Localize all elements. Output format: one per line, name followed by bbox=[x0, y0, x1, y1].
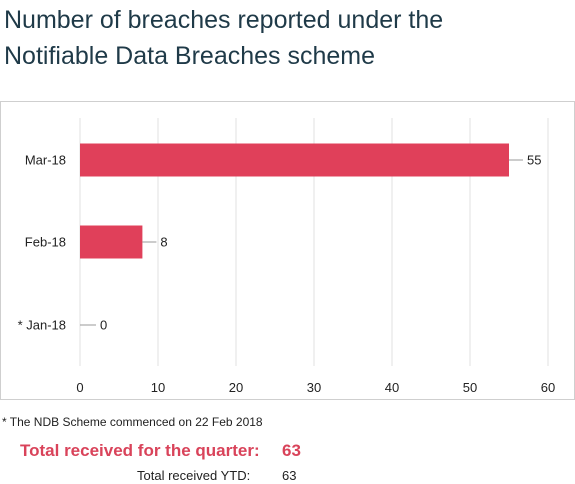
x-tick-label-20: 20 bbox=[229, 380, 243, 395]
x-tick-label-30: 30 bbox=[307, 380, 321, 395]
x-tick-label-10: 10 bbox=[151, 380, 165, 395]
x-tick-label-0: 0 bbox=[76, 380, 83, 395]
total-ytd-value: 63 bbox=[282, 468, 297, 483]
footnote: * The NDB Scheme commenced on 22 Feb 201… bbox=[2, 415, 263, 429]
total-ytd: Total received YTD: 63 bbox=[137, 468, 296, 483]
data-label-0: 55 bbox=[527, 153, 541, 168]
category-label-2: * Jan-18 bbox=[18, 318, 66, 333]
chart-title: Number of breaches reported under the No… bbox=[4, 2, 564, 74]
data-label-1: 8 bbox=[160, 235, 167, 250]
x-tick-label-60: 60 bbox=[541, 380, 555, 395]
category-label-1: Feb-18 bbox=[25, 235, 66, 250]
x-tick-label-40: 40 bbox=[385, 380, 399, 395]
bar-0 bbox=[80, 143, 509, 177]
total-quarter-label: Total received for the quarter: bbox=[20, 441, 260, 460]
bar-1 bbox=[80, 225, 143, 259]
x-tick-label-50: 50 bbox=[463, 380, 477, 395]
total-quarter-value: 63 bbox=[282, 441, 301, 460]
category-label-0: Mar-18 bbox=[25, 153, 66, 168]
total-ytd-label: Total received YTD: bbox=[137, 468, 251, 483]
chart-title-line2: Notifiable Data Breaches scheme bbox=[4, 42, 376, 70]
chart-title-line1: Number of breaches reported under the bbox=[4, 6, 444, 34]
total-quarter: Total received for the quarter: 63 bbox=[20, 441, 301, 461]
data-label-2: 0 bbox=[100, 318, 107, 333]
bar-chart: 0 10 20 30 40 50 60 Mar-18 55 Feb-18 8 * Jan-18 0 bbox=[18, 118, 555, 395]
